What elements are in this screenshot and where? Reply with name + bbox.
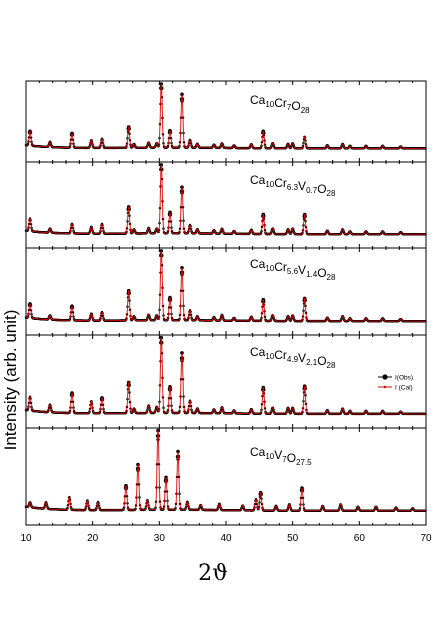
series-obs bbox=[24, 249, 427, 323]
x-tick-label: 40 bbox=[220, 533, 232, 544]
panel-5: Ca10V7O27.5 bbox=[24, 427, 427, 526]
series-obs bbox=[24, 335, 427, 416]
panel-title: Ca10Cr7O28 bbox=[250, 93, 310, 115]
panel-1: Ca10Cr7O28 bbox=[24, 80, 427, 163]
legend-cal-marker bbox=[383, 385, 387, 389]
series-cal bbox=[25, 83, 426, 149]
panel-4: Ca10Cr4.9V2.1O28 bbox=[24, 334, 427, 429]
y-axis-label: Intensity (arb. unit) bbox=[1, 310, 20, 451]
x-tick-label: 50 bbox=[287, 533, 299, 544]
panel-title: Ca10Cr4.9V2.1O28 bbox=[250, 345, 336, 370]
panel-frame bbox=[25, 80, 427, 163]
x-axis-label: 2ϑ bbox=[198, 561, 228, 586]
x-tick-label: 70 bbox=[420, 533, 432, 544]
panel-title: Ca10Cr5.6V1.4O28 bbox=[250, 257, 336, 282]
panel-frame bbox=[25, 161, 427, 249]
series-cal bbox=[26, 164, 426, 235]
panel-3: Ca10Cr5.6V1.4O28 bbox=[24, 247, 427, 336]
x-tick-label: 60 bbox=[354, 533, 366, 544]
series-cal bbox=[26, 337, 426, 415]
legend-cal-label: I (Cal) bbox=[395, 385, 413, 392]
legend-obs-label: I(Obs) bbox=[395, 375, 413, 382]
series-obs bbox=[24, 428, 427, 513]
x-tick-label: 30 bbox=[154, 533, 166, 544]
x-tick-label: 20 bbox=[87, 533, 99, 544]
legend-obs-marker bbox=[382, 374, 388, 380]
panel-title: Ca10V7O27.5 bbox=[250, 445, 312, 467]
panel-2: Ca10Cr6.3V0.7O28 bbox=[24, 161, 427, 249]
series-obs bbox=[24, 82, 427, 150]
series-cal bbox=[26, 250, 426, 322]
x-tick-label: 10 bbox=[20, 533, 32, 544]
series-cal bbox=[26, 430, 426, 512]
x-axis: 10 20 30 40 50 60 70 bbox=[20, 533, 432, 544]
chart-panels: Ca10Cr7O28 Ca10Cr6.3V0.7O28 Ca10Cr5.6V1.4O… bbox=[24, 80, 427, 526]
panel-title: Ca10Cr6.3V0.7O28 bbox=[250, 173, 336, 198]
series-obs bbox=[24, 163, 427, 236]
legend: I(Obs) I (Cal) bbox=[378, 374, 413, 392]
